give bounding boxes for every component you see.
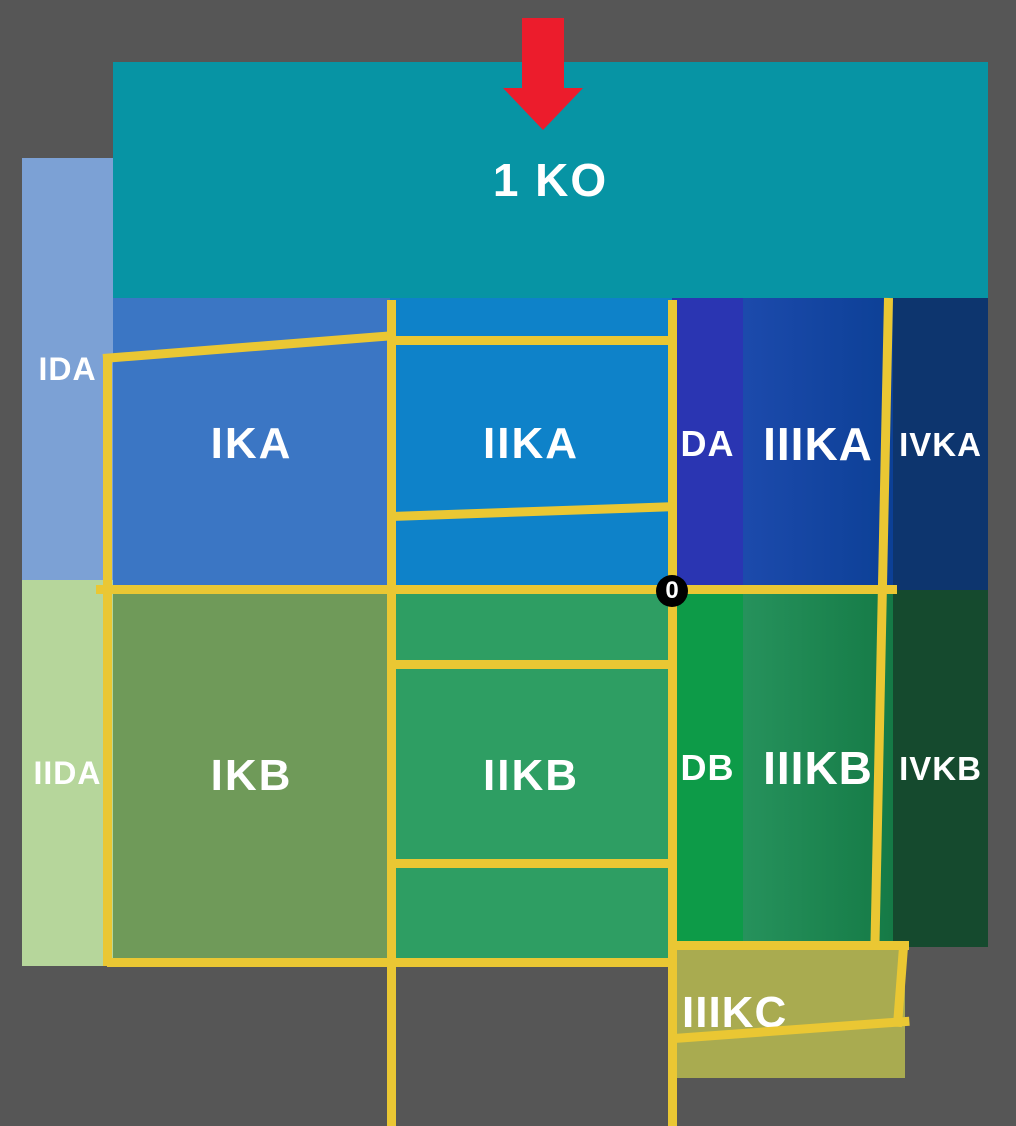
boundary-line-left-vertical [103, 356, 112, 966]
origin-marker-label: 0 [665, 577, 679, 604]
zone-da-label: DA [680, 423, 735, 464]
boundary-line-bottom-horizontal [107, 958, 676, 967]
zone-iida-label: IIDA [33, 755, 102, 791]
zone-ida-label: IDA [38, 351, 97, 387]
down-arrow-head-icon [503, 88, 583, 130]
zone-ivkb: IVKB [893, 590, 988, 947]
zone-ika-label: IKA [210, 419, 293, 468]
zone-db-label: DB [680, 746, 735, 788]
zone-ika: IKA [113, 298, 390, 590]
origin-marker: 0 [656, 575, 688, 607]
boundary-line-middle-horizontal [96, 585, 897, 594]
zone-iiikc: IIIKC [677, 947, 905, 1078]
zone-iiikb-label: IIIKB [763, 741, 873, 794]
boundary-line-vertical-2 [668, 300, 677, 1126]
zone-iika-label: IIKA [483, 419, 579, 468]
zone-ida: IDA [22, 158, 113, 580]
zone-ikb: IKB [113, 590, 390, 962]
zone-ikb-label: IKB [210, 751, 293, 800]
boundary-line-iika-top [391, 336, 673, 345]
zone-iika: IIKA [390, 298, 672, 590]
zone-iiikb: IIIKB [743, 590, 893, 945]
boundary-line-vertical-1 [387, 300, 396, 1126]
zone-ivka: IVKA [893, 298, 988, 590]
boundary-line-iikb-upper [391, 660, 673, 669]
zone-iiika-label: IIIKA [763, 418, 873, 470]
zone-iida: IIDA [22, 580, 113, 966]
boundary-line-iikb-lower [391, 859, 673, 868]
zone-db: DB [672, 590, 743, 945]
down-arrow-icon [522, 18, 564, 90]
zone-iiika: IIIKA [743, 298, 893, 590]
zone-ivkb-label: IVKB [899, 750, 982, 787]
zone-1ko-label: 1 KO [492, 154, 609, 206]
zone-da: DA [672, 298, 743, 590]
zone-iikb-label: IIKB [483, 751, 579, 800]
boundary-line-iiikc-top [672, 941, 909, 950]
zone-iikb: IIKB [390, 590, 672, 962]
zone-ivka-label: IVKA [899, 425, 982, 463]
